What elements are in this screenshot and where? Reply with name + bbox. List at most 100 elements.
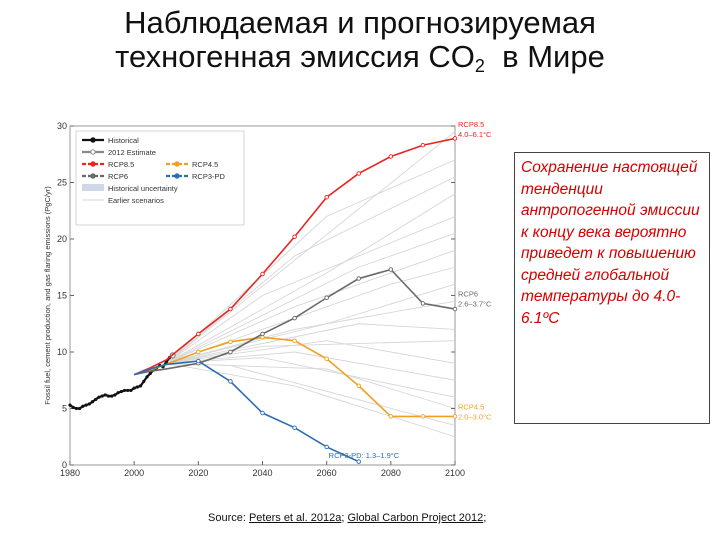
y-tick-label: 15 (57, 291, 67, 301)
rcp45-point (388, 414, 394, 419)
earlier-scenario-line (166, 232, 456, 364)
chart-legend: Historical 2012 Estimate RCP8.5 RCP4.5 RCP6 R… (75, 130, 245, 226)
legend-label: Earlier scenarios (108, 196, 164, 205)
x-tick-label: 2040 (252, 468, 272, 478)
y-tick-label: 30 (57, 121, 67, 131)
rcp3pd-point (324, 444, 329, 450)
historical-point (100, 394, 104, 398)
rcp6-point (356, 276, 362, 281)
historical-point (116, 391, 120, 395)
historical-point (103, 393, 107, 397)
y-axis-label: Fossil fuel, cement production, and gas … (43, 186, 52, 405)
historical-point (74, 406, 79, 411)
rcp3pd-point (356, 459, 362, 464)
source-separator: ; (341, 512, 348, 524)
legend-marker (90, 173, 96, 179)
historical-point (164, 360, 168, 364)
historical-point (135, 385, 139, 389)
rcp85-point (420, 142, 426, 148)
legend-swatch (82, 184, 104, 191)
historical-point (145, 375, 149, 379)
source-line: Source: Peters et al. 2012a; Global Carb… (208, 512, 486, 524)
source-suffix: ; (483, 512, 487, 524)
historical-point (90, 400, 95, 404)
earlier-scenario-line (166, 300, 456, 364)
source-link-gcp[interactable]: Global Carbon Project 2012 (347, 512, 484, 524)
rcp6-end-label: 2.6–3.7°C (458, 300, 492, 309)
slide-title: Наблюдаемая и прогнозируемая техногенная… (0, 6, 720, 83)
title-line-2: техногенная эмиссия CO2 в Мире (0, 40, 720, 83)
earlier-scenario-line (166, 266, 456, 364)
legend-label: RCP6 (108, 172, 128, 181)
rcp85-end-label: 4.0–6.1°C (458, 130, 492, 139)
historical-point (78, 406, 82, 411)
rcp45-point (196, 349, 201, 355)
legend-label: Historical (108, 136, 139, 145)
rcp85-point (260, 271, 265, 277)
historical-point (113, 393, 117, 397)
legend-marker (174, 173, 180, 179)
y-tick-label: 5 (62, 404, 67, 414)
conclusion-note: Сохранение настоящей тенденции антропоге… (514, 152, 710, 424)
legend-label: RCP3-PD (192, 172, 226, 181)
rcp6-end-label: RCP6 (458, 290, 478, 299)
earlier-scenario-line (166, 249, 456, 364)
legend-label: Historical uncertainty (108, 184, 178, 193)
title-line-1: Наблюдаемая и прогнозируемая (124, 5, 596, 40)
rcp6-point (228, 349, 233, 355)
y-tick-label: 0 (62, 460, 67, 470)
legend-marker (90, 137, 96, 143)
earlier-scenario-line (165, 131, 456, 364)
y-tick-label: 20 (57, 234, 67, 244)
earlier-scenario-line (166, 362, 456, 438)
rcp85-line (133, 137, 456, 376)
legend-marker (174, 161, 180, 167)
y-tick-label: 25 (57, 178, 67, 188)
historical-point (68, 403, 72, 407)
source-prefix: Source: (208, 512, 249, 524)
historical-point (106, 394, 111, 398)
y-tick-label: 10 (57, 347, 67, 357)
rcp3pd-point (260, 410, 265, 416)
historical-point (132, 386, 136, 390)
x-tick-label: 2000 (124, 468, 144, 478)
historical-point (97, 395, 101, 399)
earlier-scenario-line (166, 340, 456, 364)
legend-label: 2012 Estimate (108, 148, 156, 157)
rcp6-point (324, 295, 329, 301)
rcp85-point (292, 234, 297, 239)
rcp6-point (388, 267, 394, 272)
historical-point (94, 397, 98, 402)
rcp45-point (292, 338, 297, 343)
earlier-scenario-line (165, 159, 456, 364)
rcp45-point (228, 339, 233, 345)
rcp3pd-point (228, 379, 233, 384)
legend-label: RCP8.5 (108, 160, 134, 169)
legend-marker (90, 161, 96, 167)
historical-point (122, 388, 127, 393)
historical-point (81, 404, 85, 408)
legend-marker (90, 149, 96, 155)
legend-box (75, 130, 245, 226)
source-link-peters[interactable]: Peters et al. 2012a (248, 512, 342, 524)
x-tick-label: 2080 (381, 468, 401, 478)
rcp45-point (452, 414, 458, 419)
historical-point (142, 379, 146, 383)
rcp85-point (356, 171, 362, 176)
x-tick-label: 2060 (317, 468, 337, 478)
rcp85-point (228, 306, 233, 312)
rcp85-point (388, 154, 394, 159)
x-tick-label: 2100 (445, 468, 465, 478)
historical-point (71, 405, 75, 409)
historical-point (126, 388, 130, 393)
rcp85-point (452, 136, 458, 141)
rcp6-point (260, 331, 265, 337)
title-subscript: 2 (474, 56, 485, 76)
rcp6-line (134, 268, 456, 376)
rcp85-end-label: RCP8.5 (458, 120, 484, 129)
historical-point (119, 389, 123, 394)
rcp3pd-end-label: RCP3-PD: 1.3–1.9°C (329, 451, 400, 460)
rcp6-point (420, 301, 426, 306)
historical-point (87, 402, 91, 406)
historical-point (148, 371, 152, 376)
